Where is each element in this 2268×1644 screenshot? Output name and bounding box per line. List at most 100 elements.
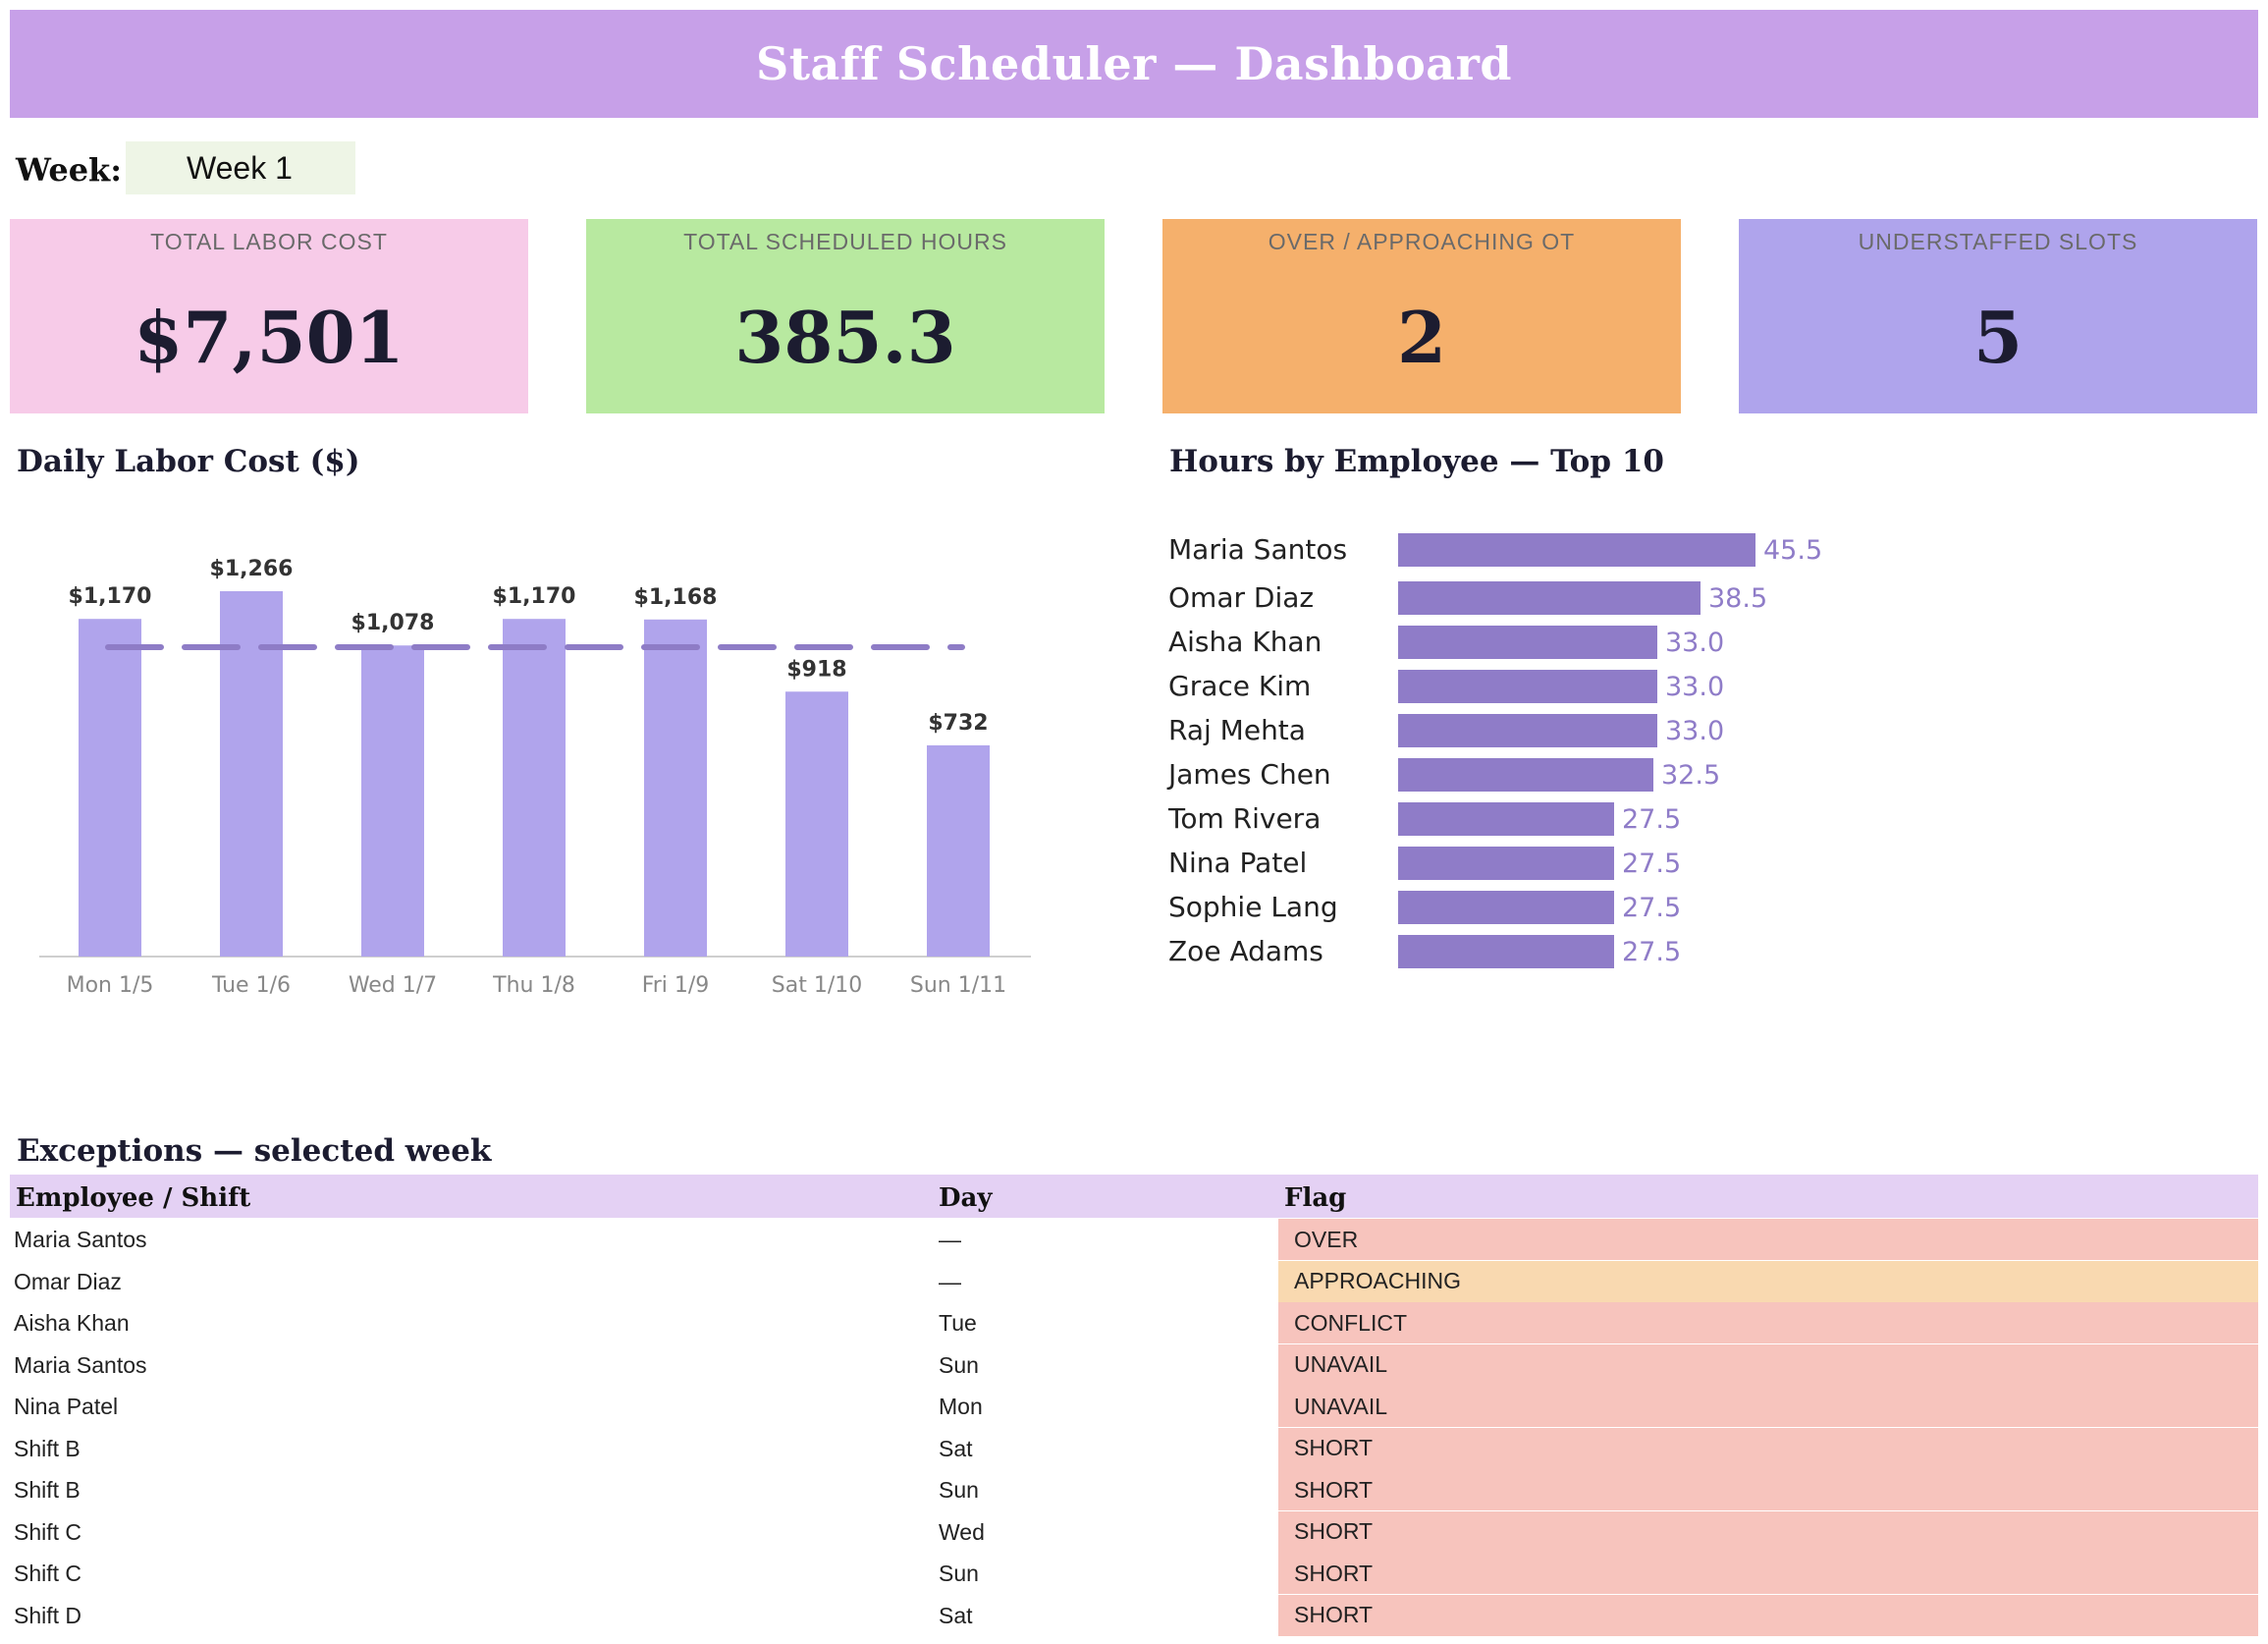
x-tick-label: Sat 1/10 [772, 973, 862, 998]
data-label: $1,078 [351, 611, 435, 635]
employee-name-label: James Chen [1166, 758, 1331, 791]
cell-employee-shift: Nina Patel [14, 1394, 119, 1419]
cell-flag: SHORT [1278, 1594, 2258, 1636]
table-row: Aisha Khan Tue CONFLICT [10, 1302, 2258, 1343]
kpi-card-understaffed-slots: UNDERSTAFFED SLOTS 5 [1739, 219, 2257, 413]
table-row: Shift C Sun SHORT [10, 1553, 2258, 1594]
kpi-card-total-labor-cost: TOTAL LABOR COST $7,501 [10, 219, 528, 413]
table-row: Maria Santos — OVER [10, 1219, 2258, 1260]
bar-fri-1-9 [644, 619, 707, 957]
kpi-label: TOTAL LABOR COST [150, 229, 388, 254]
kpi-card-overtime: OVER / APPROACHING OT 2 [1162, 219, 1681, 413]
bar-sun-1-11 [927, 744, 990, 957]
table-row: Shift D Sat SHORT [10, 1594, 2258, 1636]
cell-employee-shift: Omar Diaz [14, 1268, 122, 1294]
employee-name-label: Omar Diaz [1168, 581, 1314, 614]
bar-zoe-adams [1398, 935, 1614, 968]
x-tick-label: Sun 1/11 [910, 973, 1006, 998]
exceptions-title: Exceptions — selected week [17, 1133, 492, 1169]
bar-raj-mehta [1398, 714, 1657, 747]
cell-flag: OVER [1278, 1219, 2258, 1260]
bar-omar-diaz [1398, 581, 1701, 615]
cell-day: Sun [939, 1477, 979, 1503]
kpi-value: 5 [1972, 296, 2024, 379]
bar-aisha-khan [1398, 626, 1657, 659]
data-label: $918 [786, 657, 846, 682]
cell-flag: SHORT [1278, 1427, 2258, 1469]
cell-employee-shift: Aisha Khan [14, 1310, 130, 1336]
dashboard-header: Staff Scheduler — Dashboard [10, 10, 2258, 118]
daily-cost-chart-title: Daily Labor Cost ($) [17, 444, 360, 479]
cell-employee-shift: Shift D [14, 1602, 82, 1628]
employee-name-label: Nina Patel [1168, 847, 1307, 879]
cell-flag: SHORT [1278, 1553, 2258, 1594]
bar-maria-santos [1398, 533, 1755, 567]
x-tick-label: Thu 1/8 [492, 973, 575, 998]
hours-chart-title: Hours by Employee — Top 10 [1169, 444, 1664, 479]
data-label: 27.5 [1622, 849, 1681, 879]
table-row: Shift B Sat SHORT [10, 1427, 2258, 1469]
bar-wed-1-7 [361, 645, 424, 957]
page-title: Staff Scheduler — Dashboard [755, 37, 1512, 90]
kpi-value: 385.3 [734, 296, 956, 379]
x-tick-label: Tue 1/6 [211, 973, 291, 998]
kpi-value: 2 [1396, 296, 1447, 379]
bar-tue-1-6 [220, 591, 283, 957]
data-label: 33.0 [1665, 716, 1724, 746]
week-label: Week: [16, 151, 123, 189]
employee-name-label: Raj Mehta [1168, 714, 1306, 746]
data-label: 27.5 [1622, 937, 1681, 967]
bar-nina-patel [1398, 847, 1614, 880]
kpi-card-total-scheduled-hours: TOTAL SCHEDULED HOURS 385.3 [586, 219, 1105, 413]
employee-name-label: Maria Santos [1168, 533, 1347, 566]
cell-day: Wed [939, 1518, 985, 1545]
employee-name-label: Sophie Lang [1168, 891, 1338, 923]
daily-labor-cost-chart: $1,170 Mon 1/5 $1,266 Tue 1/6 $1,078 Wed 1/7 $… [39, 557, 1031, 998]
data-label: 45.5 [1763, 535, 1822, 566]
x-tick-label: Wed 1/7 [349, 973, 437, 998]
bar-grace-kim [1398, 670, 1657, 703]
bar-sat-1-10 [785, 691, 848, 957]
cell-employee-shift: Shift C [14, 1518, 82, 1545]
table-row: Shift C Wed SHORT [10, 1510, 2258, 1553]
data-label: 27.5 [1622, 893, 1681, 923]
employee-name-label: Grace Kim [1168, 670, 1311, 702]
bar-sophie-lang [1398, 891, 1614, 924]
cell-flag: SHORT [1278, 1510, 2258, 1553]
cell-day: Sat [939, 1435, 973, 1461]
exceptions-table-header: Employee / Shift Day Flag [10, 1175, 2258, 1218]
data-label: 33.0 [1665, 672, 1724, 702]
cell-day: Sat [939, 1602, 973, 1628]
data-label: $1,168 [634, 585, 718, 610]
cell-employee-shift: Shift B [14, 1477, 81, 1503]
week-selector[interactable]: Week 1 [126, 141, 355, 194]
data-label: 33.0 [1665, 628, 1724, 658]
column-header-employee-shift: Employee / Shift [16, 1183, 251, 1213]
cell-flag: SHORT [1278, 1469, 2258, 1510]
kpi-label: UNDERSTAFFED SLOTS [1858, 229, 2138, 254]
employee-name-label: Zoe Adams [1168, 935, 1323, 967]
data-label: $1,170 [69, 584, 152, 609]
table-row: Shift B Sun SHORT [10, 1469, 2258, 1510]
kpi-label: OVER / APPROACHING OT [1268, 229, 1576, 254]
cell-employee-shift: Maria Santos [14, 1227, 147, 1252]
cell-day: Sun [939, 1351, 979, 1378]
cell-employee-shift: Shift C [14, 1561, 82, 1586]
cell-flag: CONFLICT [1278, 1302, 2258, 1343]
table-row: Nina Patel Mon UNAVAIL [10, 1386, 2258, 1427]
cell-day: Tue [939, 1310, 977, 1336]
cell-flag: APPROACHING [1278, 1260, 2258, 1302]
bar-james-chen [1398, 758, 1653, 792]
column-header-flag: Flag [1284, 1183, 1347, 1213]
kpi-value: $7,501 [134, 296, 405, 379]
cell-day: Mon [939, 1394, 983, 1419]
table-row: Omar Diaz — APPROACHING [10, 1260, 2258, 1302]
bar-thu-1-8 [503, 619, 566, 957]
employee-name-label: Aisha Khan [1168, 626, 1322, 658]
kpi-label: TOTAL SCHEDULED HOURS [683, 229, 1007, 254]
bar-mon-1-5 [79, 619, 141, 957]
hours-by-employee-chart: Maria Santos 45.5 Omar Diaz 38.5 Aisha Khan 3… [1166, 533, 1822, 968]
cell-day: Sun [939, 1561, 979, 1586]
x-tick-label: Mon 1/5 [67, 973, 154, 998]
cell-flag: UNAVAIL [1278, 1386, 2258, 1427]
